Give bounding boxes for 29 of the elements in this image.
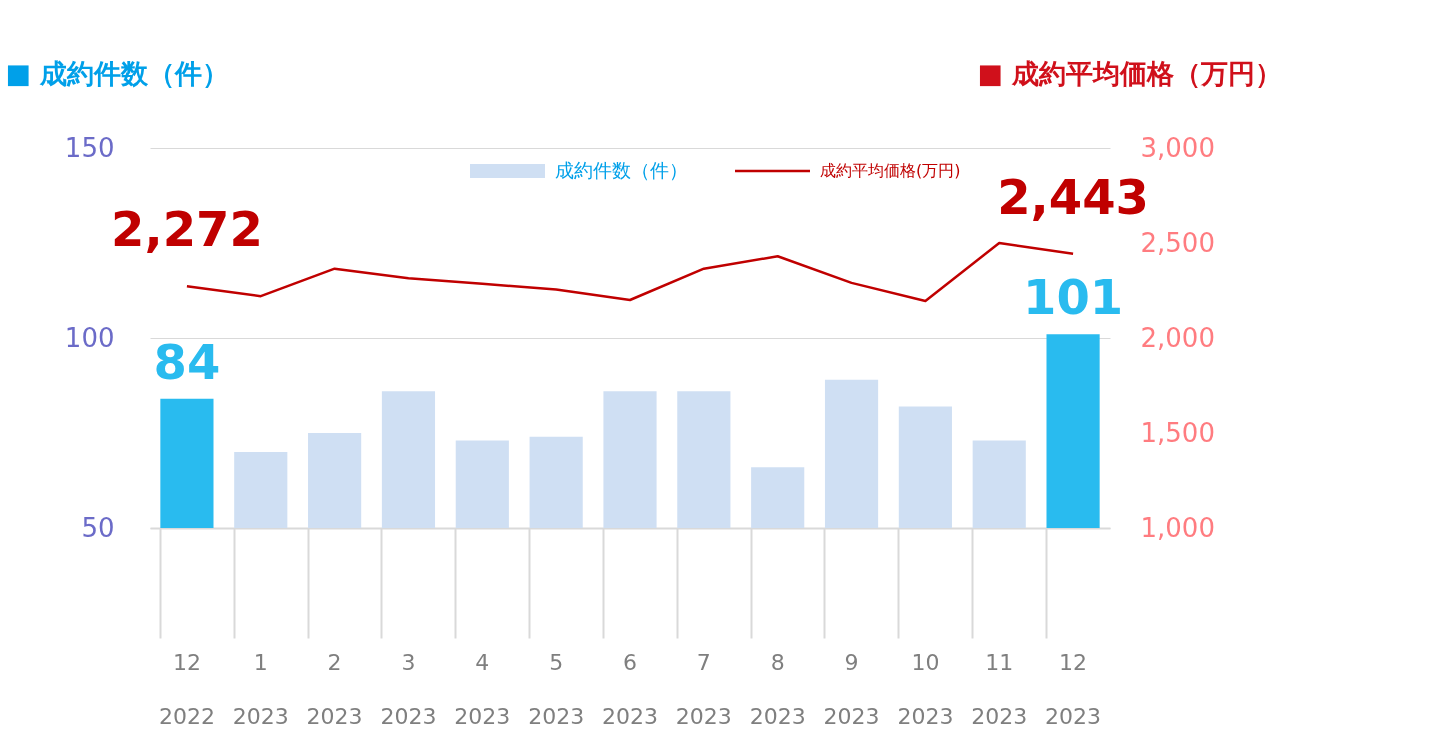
category-label: 2 2023 bbox=[306, 649, 363, 729]
category-label: 7 2023 bbox=[675, 649, 732, 729]
y2-tick-label: 1,000 bbox=[1140, 512, 1215, 543]
legend-label: 成約件数（件） bbox=[555, 159, 688, 181]
category-label: 12 2023 bbox=[1045, 649, 1102, 729]
y-tick-label: 50 bbox=[81, 512, 115, 543]
data-label: 84 bbox=[153, 333, 221, 390]
y2-tick-label: 3,000 bbox=[1140, 132, 1215, 163]
category-label: 3 2023 bbox=[380, 649, 437, 729]
y-axis-title: ■ 成約件数（件） bbox=[5, 57, 230, 89]
category-label: 9 2023 bbox=[823, 649, 880, 729]
y2-tick-label: 1,500 bbox=[1140, 417, 1215, 448]
y2-tick-label: 2,500 bbox=[1140, 227, 1215, 258]
category-label: 1 2023 bbox=[232, 649, 289, 729]
category-label: 12 2022 bbox=[158, 649, 215, 729]
category-label: 4 2023 bbox=[454, 649, 511, 729]
category-label: 6 2023 bbox=[602, 649, 658, 729]
category-label: 5 2023 bbox=[528, 649, 585, 729]
category-label: 10 2023 bbox=[897, 649, 954, 729]
y-tick-label: 100 bbox=[64, 322, 115, 353]
data-label: 2,272 bbox=[111, 201, 263, 258]
category-label: 11 2023 bbox=[971, 649, 1028, 729]
category-label: 8 2023 bbox=[749, 649, 806, 729]
legend-label: 成約平均価格(万円) bbox=[820, 161, 961, 180]
y-tick-label: 150 bbox=[64, 132, 115, 163]
data-label: 2,443 bbox=[997, 168, 1149, 225]
y2-tick-label: 2,000 bbox=[1140, 322, 1215, 353]
y2-axis-title: ■ 成約平均価格（万円） bbox=[977, 57, 1283, 89]
data-label: 101 bbox=[1022, 269, 1124, 326]
